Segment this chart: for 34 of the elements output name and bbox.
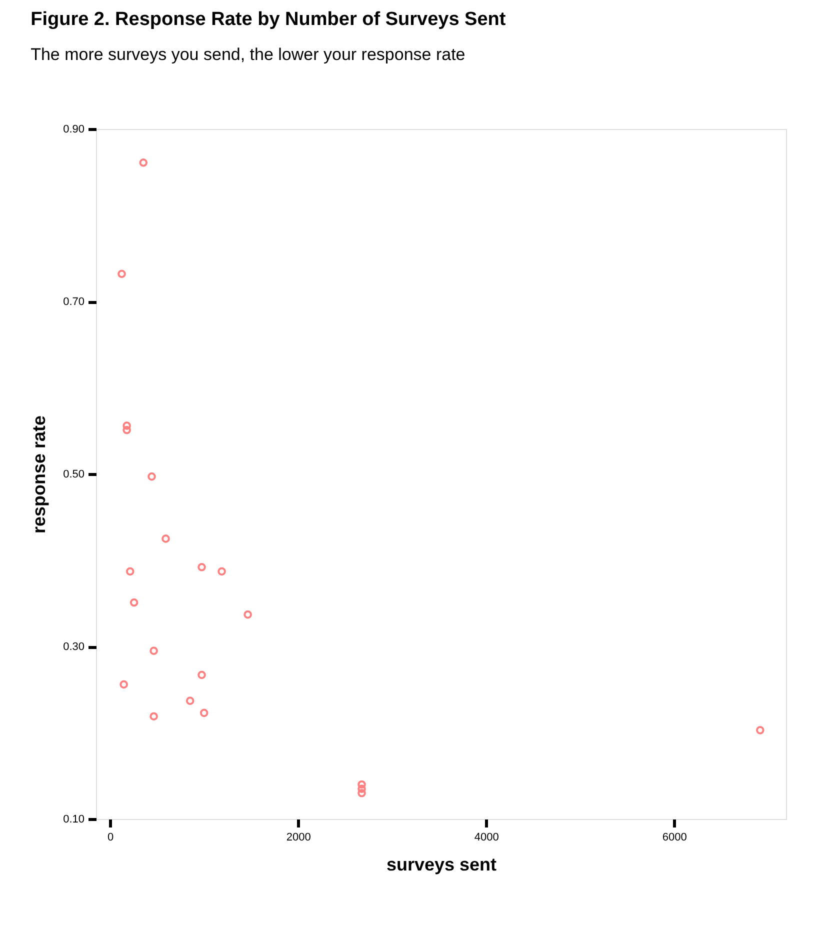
point: [186, 696, 194, 705]
point: [130, 598, 138, 607]
point: [218, 567, 226, 576]
point: [139, 158, 148, 167]
point: [126, 567, 134, 576]
y-tick-label: 0.10: [63, 814, 84, 826]
point: [198, 562, 206, 572]
chart-title: Figure 2. Response Rate by Number of Surveys Sent: [30, 9, 506, 30]
point: [358, 780, 366, 789]
y-tick-label: 0.50: [63, 468, 84, 480]
x-tick-label: 4000: [474, 832, 499, 844]
point: [162, 534, 170, 543]
point: [120, 680, 128, 689]
point: [122, 426, 131, 434]
x-tick-label: 6000: [662, 832, 687, 844]
point: [148, 472, 156, 481]
chart-subtitle: The more surveys you send, the lower your response rate: [30, 45, 466, 64]
point: [150, 646, 158, 655]
point: [756, 726, 764, 734]
y-tick-label: 0.30: [63, 641, 84, 653]
point: [122, 422, 131, 430]
point: [358, 784, 366, 793]
x-tick-label: 0: [108, 832, 114, 844]
point: [198, 670, 206, 680]
y-tick-label: 0.70: [63, 296, 84, 308]
point: [118, 270, 126, 278]
point: [244, 610, 252, 619]
point: [200, 708, 208, 718]
y-tick-label: 0.90: [63, 124, 84, 136]
x-tick-label: 2000: [286, 832, 311, 844]
y-axis-title: response rate: [29, 415, 50, 534]
x-axis-title: surveys sent: [386, 854, 497, 874]
point: [358, 788, 366, 798]
point: [150, 712, 158, 721]
